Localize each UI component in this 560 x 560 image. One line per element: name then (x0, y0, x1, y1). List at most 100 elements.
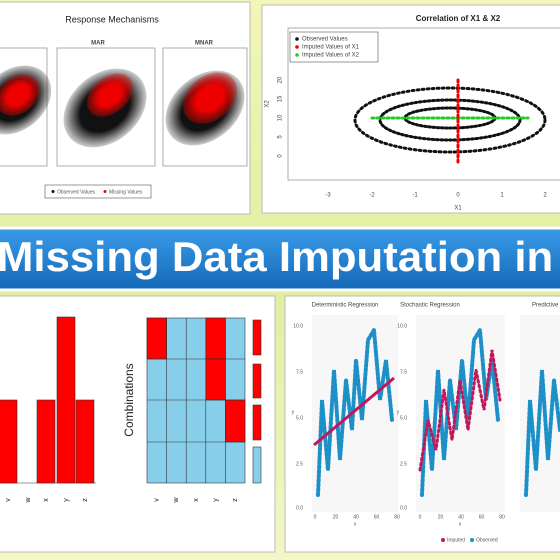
grid-cell (205, 358, 226, 401)
x-tick-label: 0 (419, 514, 422, 520)
banner: Missing Data Imputation in R (0, 226, 560, 292)
plot-frame (162, 47, 248, 167)
plot-title: MAR (91, 41, 105, 47)
y-tick-label: 5.0 (296, 415, 303, 421)
x-tick-label: 60 (374, 514, 380, 520)
x-tick-label: 80 (499, 514, 505, 520)
y-tick-label: 5.0 (400, 415, 407, 421)
legend-label: Missing Values (109, 189, 143, 195)
panel-title: Correlation of X1 & X2 (416, 14, 501, 23)
y-tick-label: 20 (278, 76, 284, 83)
y-tick-label: 7.5 (400, 369, 407, 375)
plot-frame (56, 47, 156, 167)
x-axis-label: X1 (454, 206, 462, 212)
legend-label: Imputed (447, 537, 465, 543)
x-tick-label: y (212, 498, 219, 502)
y-tick-label: 10 (278, 114, 284, 121)
legend-label: Imputed Values of X1 (302, 45, 360, 51)
x-tick-label: 1 (500, 193, 504, 199)
x-tick-label: y (63, 498, 70, 502)
grid-cell (146, 317, 167, 360)
x-tick-label: 0 (314, 514, 317, 520)
cloud (86, 73, 134, 117)
x-axis-label: x (354, 521, 357, 527)
y-tick-label: 5 (278, 135, 284, 139)
grid-cell (225, 399, 246, 443)
x-tick-label: v (5, 498, 12, 502)
y-tick-label: 0.0 (296, 505, 303, 511)
x-tick-label: w (173, 497, 180, 504)
plot-title: Predictive (532, 303, 559, 309)
y-axis-label: y (292, 409, 295, 415)
y-tick-label: 15 (278, 95, 284, 102)
x-tick-label: w (25, 497, 32, 504)
x-tick-label: x (193, 498, 200, 502)
x-tick-label: 80 (394, 514, 400, 520)
plot-title: Deterministic Regression (312, 303, 379, 309)
x-tick-label: v (154, 498, 161, 502)
bar (56, 316, 76, 484)
bar (0, 399, 18, 484)
plot-area (416, 315, 505, 512)
y-tick-label: 2.5 (296, 461, 303, 467)
side-bar (252, 446, 262, 484)
cloud (183, 72, 237, 124)
x-tick-label: 20 (438, 514, 444, 520)
cloud (353, 86, 547, 154)
plot-area (312, 315, 398, 512)
regression-line (313, 376, 395, 447)
observed-points (420, 323, 500, 497)
x-tick-label: 40 (458, 514, 464, 520)
x-tick-label: -3 (325, 193, 331, 199)
cloud (0, 74, 40, 116)
x-tick-label: 2 (543, 193, 547, 199)
x-tick-label: 60 (479, 514, 485, 520)
response-panel: Response Mechanisms MAR MNAR Observed Va… (0, 1, 251, 215)
tick-labels: 0.02.55.07.510.00 20 40 60 800.02.55.07.510.… (293, 323, 505, 520)
axis-label: Combinations (122, 363, 136, 436)
legend-swatch (470, 538, 474, 542)
correlation-panel: Correlation of X1 & X2 -3 -2 -1 0 1 2 0 … (261, 4, 560, 214)
plot-title: MNAR (195, 41, 214, 47)
legend-swatch (103, 190, 107, 193)
legend-label: Observed Values (57, 189, 95, 195)
x-tick-label: -2 (369, 193, 375, 199)
x-tick-label: 20 (333, 514, 339, 520)
legend-label: Observed (476, 537, 498, 543)
y-tick-label: 0.0 (400, 505, 407, 511)
side-bar (252, 319, 262, 356)
regression-panel: Deterministic Regression Stochastic Regr… (284, 295, 560, 553)
y-axis-label: y (397, 409, 400, 415)
observed-points (524, 369, 560, 497)
y-tick-label: 10.0 (293, 323, 303, 329)
side-bar (252, 404, 262, 441)
pattern-panel: Combinations v w x y z v w x y z (0, 295, 276, 553)
legend-swatch (295, 53, 299, 57)
legend-box (289, 31, 379, 63)
x-tick-label: 40 (353, 514, 359, 520)
side-bar (252, 363, 262, 399)
legend-label: Imputed Values of X2 (302, 53, 360, 59)
bar (36, 399, 56, 484)
grid-lines (147, 318, 245, 483)
legend-swatch (295, 37, 299, 41)
legend-swatch (51, 190, 55, 193)
y-axis-label: X2 (265, 100, 271, 108)
x-tick-label: x (43, 498, 50, 502)
y-tick-label: 10.0 (397, 323, 407, 329)
x-tick-label: z (232, 498, 239, 502)
banner-title: Missing Data Imputation in R (0, 233, 560, 280)
grid-cell (205, 317, 226, 360)
y-tick-label: 0 (278, 154, 284, 158)
imputed-points (418, 349, 502, 472)
x-tick-label: 0 (456, 193, 460, 199)
legend-swatch (441, 538, 445, 542)
y-tick-label: 2.5 (400, 461, 407, 467)
cloud (378, 98, 522, 142)
y-tick-label: 7.5 (296, 369, 303, 375)
plot-frame (287, 27, 560, 181)
plot-title: Stochastic Regression (400, 303, 460, 309)
x-tick-label: -1 (412, 193, 418, 199)
x-tick-label: z (82, 498, 89, 502)
x-axis-label: x (459, 521, 462, 527)
